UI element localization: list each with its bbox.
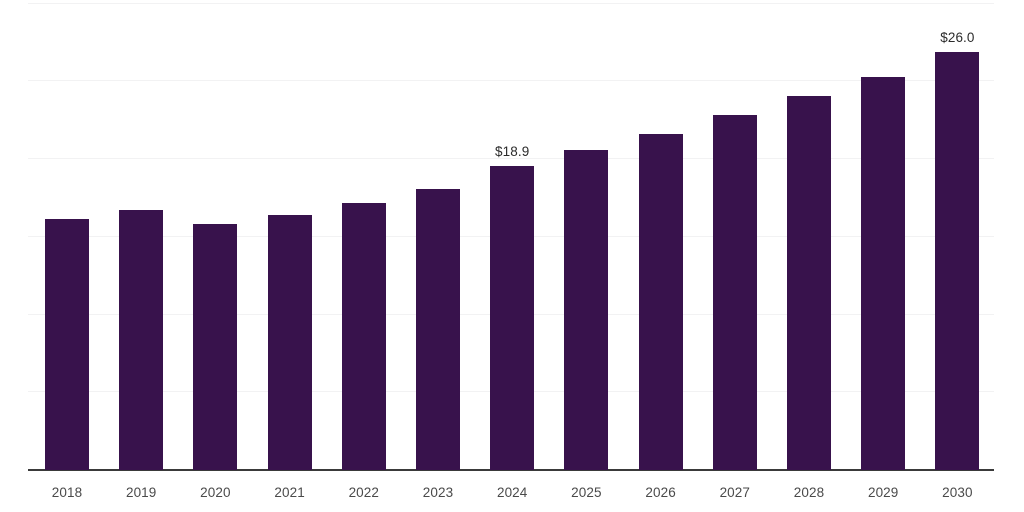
x-axis-tick-label: 2022 (348, 485, 380, 500)
x-axis-line (28, 469, 994, 471)
bar[interactable] (416, 188, 460, 470)
bar[interactable] (45, 219, 89, 470)
x-axis-tick-label: 2030 (942, 485, 973, 500)
x-axis-tick-label: 2023 (422, 485, 454, 500)
bar[interactable] (341, 203, 386, 470)
bar[interactable] (861, 76, 906, 470)
x-axis-tick-label: 2027 (719, 485, 751, 500)
bar[interactable] (935, 52, 980, 470)
x-axis-tick-label: 2029 (867, 485, 899, 500)
x-axis-tick-label: 2018 (51, 485, 83, 500)
bar[interactable] (787, 95, 831, 470)
bar[interactable] (490, 166, 535, 470)
bar-value-label: $26.0 (940, 30, 975, 46)
x-axis-tick-label: 2020 (200, 485, 231, 500)
x-axis-tick-label: 2026 (645, 485, 676, 500)
bar[interactable] (193, 224, 238, 470)
x-axis-tick-label: 2019 (125, 485, 157, 500)
bar[interactable] (119, 209, 164, 470)
bar[interactable] (638, 134, 683, 470)
bar-value-label: $18.9 (495, 144, 530, 160)
bar[interactable] (712, 115, 757, 470)
x-axis-tick-label: 2025 (571, 485, 602, 500)
x-axis-tick-label: 2024 (496, 485, 528, 500)
x-axis-tick-label: 2028 (793, 485, 825, 500)
x-axis-tick-label: 2021 (274, 485, 305, 500)
bar[interactable] (267, 214, 312, 470)
bar[interactable] (564, 150, 609, 470)
